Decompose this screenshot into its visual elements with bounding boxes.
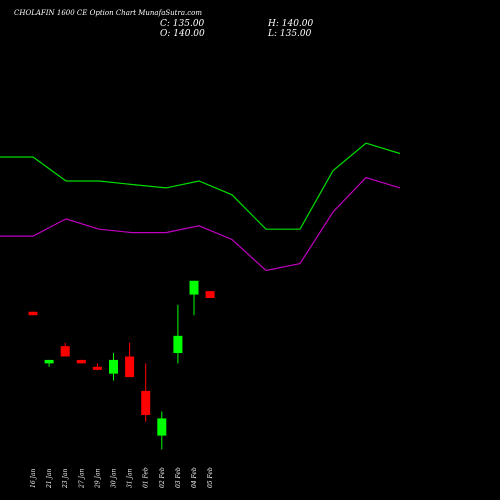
x-tick-label: 23 Jan [62, 468, 69, 489]
x-tick-label: 02 Feb [159, 467, 166, 488]
lower-band-line [0, 176, 401, 272]
candle-body [44, 359, 54, 364]
x-tick-label: 27 Jan [78, 468, 85, 489]
x-tick-label: 29 Jan [94, 468, 101, 489]
open-value: O: 140.00 [160, 29, 205, 39]
x-tick-label: 03 Feb [175, 467, 182, 488]
candle-body [189, 280, 199, 295]
candle-body [157, 418, 167, 436]
close-value: C: 135.00 [160, 19, 205, 29]
x-tick-label: 05 Feb [207, 467, 214, 488]
candle-body [205, 291, 215, 298]
candle-body [125, 356, 135, 378]
x-tick-label: 01 Feb [143, 467, 150, 488]
candle-body [92, 366, 102, 370]
candle-body [28, 311, 38, 316]
x-tick-label: 30 Jan [111, 468, 118, 488]
candle-body [76, 359, 86, 364]
candle-body [173, 335, 183, 354]
chart-title: CHOLAFIN 1600 CE Option Chart MunafaSutr… [14, 9, 203, 17]
high-value: H: 140.00 [268, 19, 314, 29]
upper-band-line [0, 142, 401, 230]
candle-body [60, 346, 70, 357]
x-tick-label: 04 Feb [191, 467, 198, 488]
candle-body [109, 359, 118, 374]
x-tick-label: 21 Jan [46, 468, 53, 489]
x-tick-label: 16 Jan [30, 468, 37, 488]
x-tick-label: 31 Jan [127, 468, 134, 488]
low-value: L: 135.00 [268, 29, 312, 39]
candle-body [141, 390, 151, 415]
